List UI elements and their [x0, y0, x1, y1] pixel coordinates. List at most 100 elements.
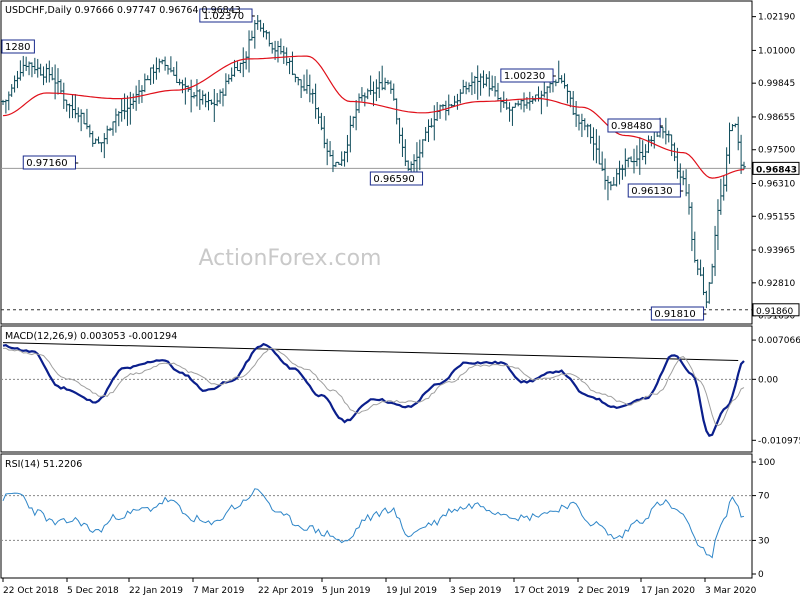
ohlc-bar	[215, 93, 220, 107]
price-annotation: 0.97160	[22, 155, 79, 170]
ohlc-bar	[475, 65, 480, 100]
ohlc-bar	[385, 79, 390, 85]
ohlc-bar	[394, 98, 399, 125]
ohlc-bar	[689, 202, 694, 252]
ohlc-bar	[565, 83, 570, 104]
ohlc-bar	[617, 160, 622, 185]
ohlc-bar	[458, 89, 463, 104]
ohlc-bar	[522, 92, 527, 113]
ohlc-bar	[339, 151, 344, 166]
price-axis-tick: 1.01000	[758, 46, 795, 56]
ohlc-bar	[105, 125, 110, 145]
ohlc-bar	[304, 69, 309, 94]
ohlc-bar	[464, 81, 469, 95]
ohlc-bar	[116, 111, 121, 127]
x-axis-tick: 2 Dec 2019	[578, 586, 630, 596]
ohlc-bar	[371, 81, 376, 107]
ohlc-bar	[70, 94, 75, 119]
ohlc-bar	[64, 99, 69, 112]
ohlc-bar	[698, 259, 703, 277]
ohlc-bar	[377, 71, 382, 99]
rsi-axis-tick: 0	[758, 570, 764, 580]
x-axis-tick: 22 Jan 2019	[129, 586, 183, 596]
ohlc-bar	[687, 183, 692, 215]
rsi-axis-tick: 70	[758, 492, 770, 502]
chart-title: USDCHF,Daily 0.97666 0.97747 0.96764 0.9…	[5, 5, 241, 16]
x-axis-tick: 22 Oct 2018	[3, 586, 59, 596]
ohlc-bar	[168, 56, 173, 73]
x-axis-tick: 22 Apr 2019	[258, 586, 314, 596]
ohlc-bar	[715, 199, 720, 251]
ohlc-bar	[73, 94, 78, 119]
ohlc-bar	[50, 67, 55, 81]
x-axis-tick: 17 Jan 2020	[641, 586, 695, 596]
ohlc-bar	[313, 83, 318, 119]
ohlc-bar	[345, 134, 350, 163]
ohlc-bar	[12, 75, 17, 93]
ohlc-bar	[325, 138, 330, 166]
ohlc-bar	[493, 76, 498, 97]
ohlc-bar	[9, 84, 14, 97]
ohlc-bar	[383, 77, 388, 91]
ohlc-bar	[293, 73, 298, 83]
ohlc-bar	[354, 100, 359, 131]
ohlc-bar	[163, 56, 168, 71]
ohlc-bar	[571, 91, 576, 115]
ohlc-bar	[713, 225, 718, 277]
price-annotation: 0.98480	[607, 118, 663, 133]
ohlc-bar	[18, 60, 23, 81]
x-axis-tick: 19 Jul 2019	[386, 586, 437, 596]
ohlc-bar	[484, 73, 489, 87]
ohlc-bar	[113, 108, 118, 133]
ohlc-bar	[629, 156, 634, 163]
ohlc-bar	[24, 56, 29, 72]
ohlc-bar	[3, 99, 8, 114]
ohlc-bar	[397, 117, 402, 144]
ohlc-bar	[29, 62, 34, 78]
ohlc-bar	[139, 85, 144, 103]
ohlc-bar	[351, 116, 356, 128]
ohlc-bar	[87, 124, 92, 138]
ohlc-bar	[157, 58, 162, 73]
ohlc-bar	[426, 119, 431, 143]
ohlc-bar	[267, 31, 272, 47]
annotation-label: 1280	[5, 42, 30, 53]
ohlc-bar	[128, 91, 133, 125]
annotation-label: 0.96590	[373, 174, 414, 185]
ohlc-bar	[359, 87, 364, 102]
ohlc-bar	[218, 89, 223, 104]
ohlc-bar	[15, 70, 20, 89]
ohlc-bar	[171, 66, 176, 76]
ohlc-bar	[487, 71, 492, 97]
macd-axis-tick: -0.010975	[758, 436, 800, 446]
ohlc-bar	[151, 64, 156, 84]
ohlc-bar	[93, 138, 98, 144]
price-annotation: 0.96130	[627, 183, 684, 198]
low-line-badge	[752, 303, 800, 317]
ohlc-bar	[235, 61, 240, 72]
rsi-title: RSI(14) 51.2206	[5, 459, 82, 470]
annotation-label: 0.97160	[26, 158, 67, 169]
ohlc-bar	[684, 169, 689, 197]
ohlc-bar	[380, 65, 385, 91]
ohlc-bar	[472, 75, 477, 94]
ohlc-bar	[582, 118, 587, 131]
ohlc-bar	[452, 95, 457, 107]
ohlc-bar	[539, 90, 544, 115]
price-axis-tick: 0.92810	[758, 279, 795, 289]
ohlc-bar	[61, 82, 66, 110]
ohlc-bar	[516, 100, 521, 107]
price-annotation: 0.96590	[369, 171, 424, 186]
annotation-label: 0.91810	[654, 309, 695, 320]
x-axis-tick: 17 Oct 2019	[514, 586, 570, 596]
annotation-label: 0.98480	[611, 121, 652, 132]
ohlc-bar	[200, 90, 205, 105]
ohlc-bar	[545, 86, 550, 107]
ohlc-bar	[142, 73, 147, 93]
ohlc-bar	[663, 117, 668, 145]
macd-axis-tick: 0.007066	[758, 336, 800, 346]
ohlc-bar	[90, 130, 95, 147]
price-axis-tick: 0.99845	[758, 79, 795, 89]
ohlc-bar	[223, 73, 228, 96]
ohlc-bar	[660, 126, 665, 139]
